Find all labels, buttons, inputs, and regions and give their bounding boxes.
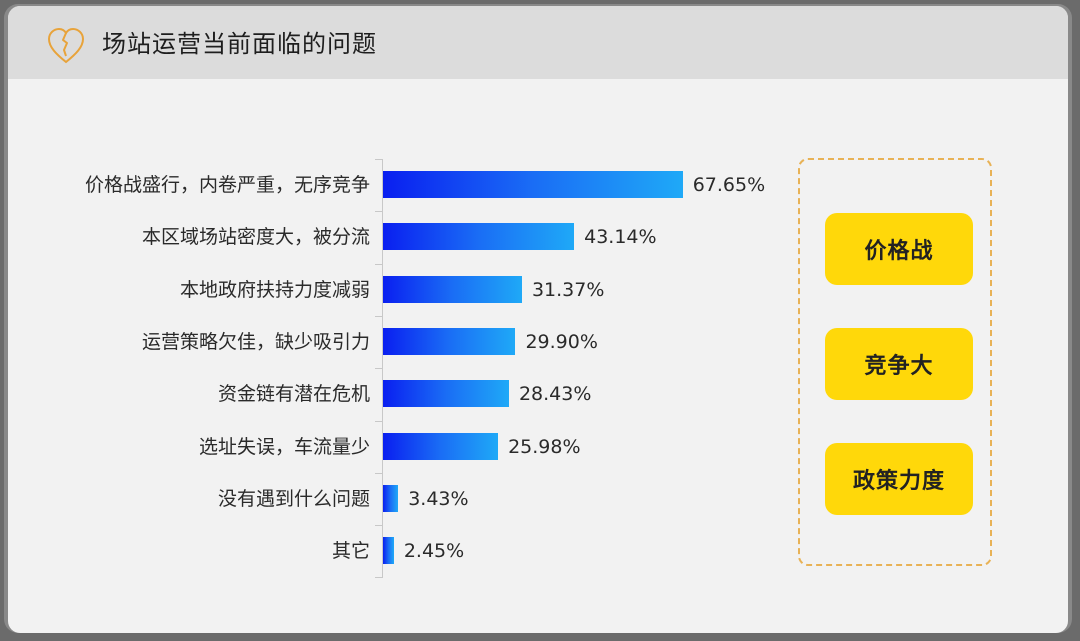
value-label: 43.14%: [584, 226, 657, 249]
category-label: 资金链有潜在危机: [217, 383, 370, 406]
value-label: 25.98%: [508, 435, 581, 458]
bar: [383, 380, 509, 408]
value-label: 28.43%: [518, 383, 592, 406]
axis-tick: [375, 577, 383, 579]
bar: [383, 171, 683, 198]
value-label: 29.90%: [525, 330, 598, 353]
bar: [383, 432, 499, 460]
bar-row: 本区域场站密度大，被分流 43.14%: [8, 211, 788, 263]
value-label: 67.65%: [692, 174, 766, 196]
bar-row: 运营策略欠佳，缺少吸引力 29.90%: [8, 316, 788, 368]
category-label: 本区域场站密度大，被分流: [141, 226, 370, 249]
header-bar: 场站运营当前面临的问题: [8, 6, 1068, 79]
category-label: 本地政府扶持力度减弱: [179, 278, 370, 301]
infographic-card: 场站运营当前面临的问题 价格战盛行，内卷严重，无序竞争 67.65% 本区域场站密度…: [8, 6, 1068, 633]
bar: [383, 327, 516, 355]
broken-heart-icon: [47, 27, 85, 64]
page-title: 场站运营当前面临的问题: [102, 30, 377, 58]
bar: [383, 484, 399, 512]
bar-row: 选址失误，车流量少 25.98%: [8, 421, 788, 473]
bar-row: 资金链有潜在危机 28.43%: [8, 368, 788, 420]
summary-tag: 竞争大: [825, 328, 973, 400]
category-label: 没有遇到什么问题: [217, 487, 370, 510]
category-label: 选址失误，车流量少: [198, 435, 370, 458]
value-label: 31.37%: [531, 278, 605, 301]
category-label: 其它: [331, 540, 370, 563]
axis-tick: [375, 159, 383, 160]
axis-tick: [375, 211, 383, 213]
bar: [383, 223, 575, 251]
category-label: 价格战盛行，内卷严重，无序竞争: [84, 174, 370, 196]
bar-row: 本地政府扶持力度减弱 31.37%: [8, 264, 788, 316]
value-label: 3.43%: [408, 487, 469, 510]
summary-tag: 价格战: [825, 213, 973, 285]
category-label: 运营策略欠佳，缺少吸引力: [141, 330, 370, 353]
value-label: 2.45%: [403, 540, 465, 563]
bar: [383, 275, 522, 303]
axis-tick: [375, 315, 383, 317]
summary-tags-box: 价格战 竞争大 政策力度: [798, 158, 992, 566]
bar-row: 没有遇到什么问题 3.43%: [8, 473, 788, 525]
y-axis-line: [382, 159, 383, 577]
axis-tick: [375, 525, 383, 527]
bar-row: 其它 2.45%: [8, 525, 788, 577]
axis-tick: [375, 472, 383, 474]
bar: [383, 537, 394, 565]
axis-tick: [375, 263, 383, 265]
axis-tick: [375, 368, 383, 370]
bar-row: 价格战盛行，内卷严重，无序竞争 67.65%: [8, 159, 788, 211]
bar-chart: 价格战盛行，内卷严重，无序竞争 67.65% 本区域场站密度大，被分流 43.14% 本…: [8, 79, 788, 633]
summary-tag: 政策力度: [825, 443, 973, 515]
axis-tick: [375, 420, 383, 422]
